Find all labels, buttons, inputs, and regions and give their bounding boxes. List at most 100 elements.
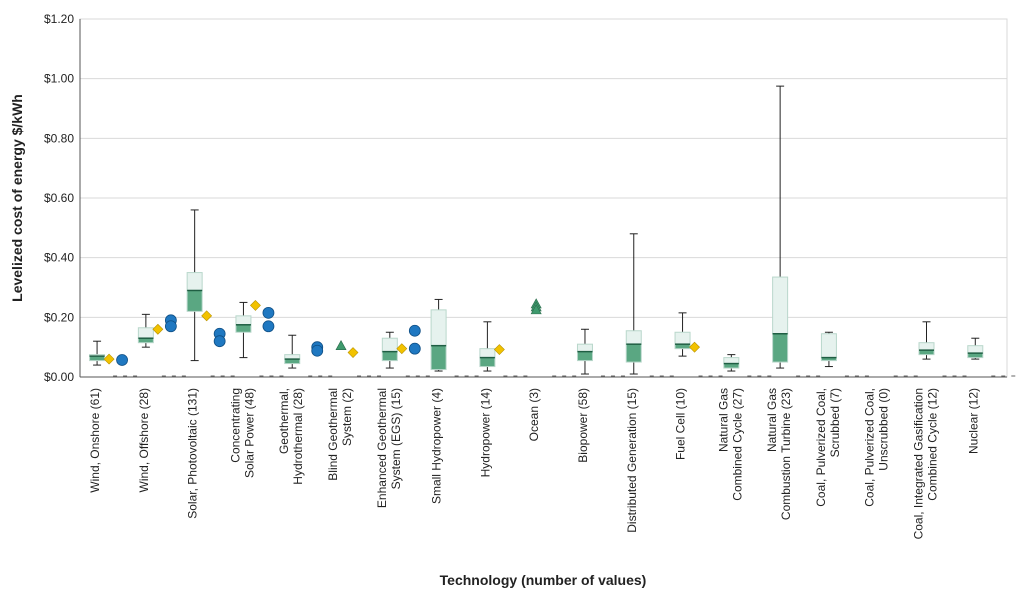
box-upper bbox=[137, 327, 154, 339]
x-category-label: Natural GasCombined Cycle (27) bbox=[716, 388, 744, 501]
diamond-marker bbox=[250, 299, 261, 311]
x-category-label-line: Hydrothermal (28) bbox=[291, 388, 305, 485]
box-upper bbox=[430, 309, 447, 347]
gridlines bbox=[79, 18, 1008, 378]
x-category-label-line: Scrubbed (7) bbox=[828, 388, 842, 457]
box-lower bbox=[576, 351, 593, 362]
x-category-label: Nuclear (12) bbox=[966, 388, 980, 454]
x-category-label: ConcentratingSolar Power (48) bbox=[228, 388, 256, 478]
circle-marker bbox=[116, 354, 128, 366]
x-category-label-line: Combustion Turbine (23) bbox=[779, 388, 793, 520]
circle-marker bbox=[262, 306, 275, 319]
circle-marker bbox=[164, 320, 177, 333]
x-category-label: Natural GasCombustion Turbine (23) bbox=[765, 388, 793, 520]
x-category-label: Hydropower (14) bbox=[478, 388, 492, 477]
circle-marker bbox=[262, 320, 275, 333]
x-category-label: Distributed Generation (15) bbox=[625, 388, 639, 533]
x-category-label-line: Natural Gas bbox=[716, 388, 730, 452]
box-upper bbox=[918, 342, 935, 351]
box-upper bbox=[576, 343, 593, 353]
x-category-label-line: Hydropower (14) bbox=[478, 388, 492, 477]
markers bbox=[103, 298, 1016, 377]
x-category-label-line: Distributed Generation (15) bbox=[625, 388, 639, 533]
box-lower bbox=[235, 324, 252, 333]
x-category-label-line: Coal, Pulverized Coal, bbox=[863, 388, 877, 507]
y-tick-label: $1.20 bbox=[44, 12, 74, 26]
x-category-label-line: Combined Cycle (12) bbox=[925, 388, 939, 501]
x-category-label: Coal, Integrated GasificationCombined Cy… bbox=[911, 388, 939, 539]
box-upper bbox=[479, 348, 496, 359]
diamond-marker bbox=[493, 344, 505, 355]
x-category-label: Small Hydropower (4) bbox=[430, 388, 444, 504]
diamond-marker bbox=[103, 353, 115, 365]
x-category-label-line: Geothermal, bbox=[277, 388, 291, 454]
x-category-label-line: Small Hydropower (4) bbox=[430, 388, 444, 504]
diamond-marker bbox=[347, 347, 359, 358]
x-category-label-line: Concentrating bbox=[228, 388, 242, 463]
box-upper bbox=[772, 276, 789, 335]
box-upper bbox=[186, 272, 203, 291]
box-upper bbox=[723, 357, 740, 365]
box-lower bbox=[381, 351, 398, 362]
x-category-label-line: Blind Geothermal bbox=[326, 388, 340, 481]
box-upper bbox=[625, 330, 642, 345]
x-category-label: Ocean (3) bbox=[527, 388, 541, 441]
triangle-marker bbox=[530, 304, 542, 315]
x-category-label-line: Solar, Photovoltaic (131) bbox=[186, 388, 200, 519]
x-category-label-line: Coal, Integrated Gasification bbox=[911, 388, 925, 539]
x-category-label: Biopower (58) bbox=[576, 388, 590, 463]
x-category-label: Blind GeothermalSystem (2) bbox=[326, 388, 354, 481]
x-category-label-line: Solar Power (48) bbox=[242, 388, 256, 478]
x-category-label-line: Combined Cycle (27) bbox=[730, 388, 744, 501]
circle-marker bbox=[408, 342, 421, 355]
box-lower bbox=[625, 343, 642, 363]
x-category-label-line: Wind, Onshore (61) bbox=[88, 388, 102, 493]
y-tick-label: $0.40 bbox=[44, 251, 74, 265]
x-category-label: Wind, Offshore (28) bbox=[137, 388, 151, 492]
x-category-label: Geothermal,Hydrothermal (28) bbox=[277, 388, 305, 485]
diamond-marker bbox=[201, 310, 213, 322]
x-category-labels: Wind, Onshore (61) Wind, Offshore (28) Sol… bbox=[88, 388, 980, 539]
circle-marker bbox=[213, 335, 226, 348]
box-upper bbox=[820, 333, 837, 359]
y-tick-label: $0.00 bbox=[44, 370, 74, 384]
x-category-label: Wind, Onshore (61) bbox=[88, 388, 102, 493]
x-category-label: Coal, Pulverized Coal,Unscrubbed (0) bbox=[863, 388, 891, 507]
box-upper bbox=[381, 337, 398, 353]
x-category-label: Coal, Pulverized Coal,Scrubbed (7) bbox=[814, 388, 842, 507]
circle-marker bbox=[311, 344, 324, 357]
x-axis-title: Technology (number of values) bbox=[440, 572, 647, 588]
x-category-label-line: Natural Gas bbox=[765, 388, 779, 452]
x-category-label-line: System (EGS) (15) bbox=[389, 388, 403, 489]
x-category-label: Solar, Photovoltaic (131) bbox=[186, 388, 200, 519]
diamond-marker bbox=[152, 323, 164, 335]
y-tick-labels: $0.00 $0.20 $0.40 $0.60 $0.80 $1.00 $1.20 bbox=[44, 12, 74, 384]
x-category-label-line: Wind, Offshore (28) bbox=[137, 388, 151, 492]
y-axis-title: Levelized cost of energy $/kWh bbox=[9, 94, 25, 302]
x-category-label-line: Biopower (58) bbox=[576, 388, 590, 463]
x-category-label-line: Fuel Cell (10) bbox=[674, 388, 688, 460]
boxes bbox=[89, 85, 984, 375]
x-category-label-line: Enhanced Geothermal bbox=[375, 388, 389, 508]
x-category-label-line: Coal, Pulverized Coal, bbox=[814, 388, 828, 507]
circle-marker bbox=[408, 324, 421, 337]
box-lower bbox=[430, 345, 447, 371]
triangle-marker bbox=[335, 340, 347, 350]
y-tick-label: $1.00 bbox=[44, 72, 74, 86]
x-category-label-line: Ocean (3) bbox=[527, 388, 541, 441]
y-tick-label: $0.20 bbox=[44, 310, 74, 324]
x-category-label: Fuel Cell (10) bbox=[674, 388, 688, 460]
x-category-label-line: Unscrubbed (0) bbox=[877, 388, 891, 471]
box-upper bbox=[235, 315, 252, 326]
diamond-marker bbox=[396, 343, 408, 355]
box-upper bbox=[967, 345, 984, 354]
y-tick-label: $0.80 bbox=[44, 131, 74, 145]
x-category-label: Enhanced GeothermalSystem (EGS) (15) bbox=[375, 388, 403, 508]
box-lower bbox=[479, 357, 496, 368]
diamond-marker bbox=[689, 341, 700, 353]
x-category-label-line: System (2) bbox=[340, 388, 354, 446]
y-tick-label: $0.60 bbox=[44, 191, 74, 205]
box-lower bbox=[772, 333, 789, 363]
